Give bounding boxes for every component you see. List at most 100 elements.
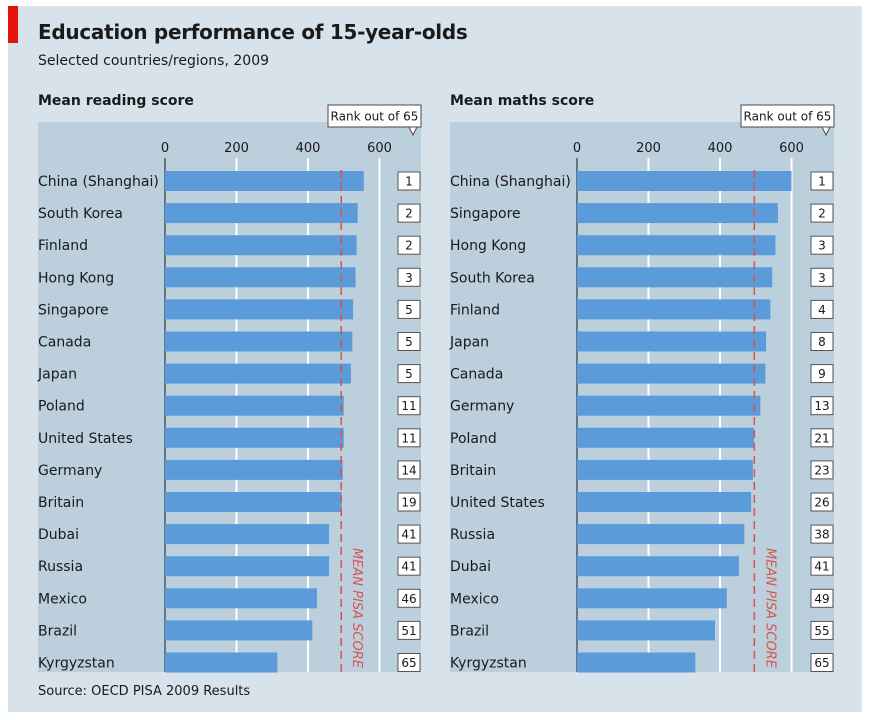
bar: [577, 524, 745, 545]
rank-box: [397, 492, 421, 512]
bar: [577, 171, 792, 191]
rank-value: 19: [401, 496, 416, 510]
rank-value: 5: [405, 303, 413, 317]
rank-value: 5: [405, 367, 413, 381]
x-tick-label: 600: [779, 141, 804, 156]
bar: [165, 459, 343, 480]
bar: [577, 331, 767, 352]
rank-value: 49: [814, 592, 829, 606]
mean-label: MEAN PISA SCORE: [349, 548, 364, 669]
rank-box: [397, 620, 421, 640]
rank-box: [397, 396, 421, 416]
rank-box: [810, 428, 834, 448]
rank-box: [397, 171, 421, 191]
source-note: Source: OECD PISA 2009 Results: [38, 684, 251, 699]
rank-legend-label: Rank out of 65: [331, 110, 419, 124]
rank-box: [810, 364, 834, 384]
rank-value: 51: [401, 624, 416, 638]
rank-box: [397, 332, 421, 351]
category-label: Brazil: [38, 623, 77, 639]
bar: [577, 235, 776, 256]
rank-value: 2: [405, 239, 413, 253]
category-label: Hong Kong: [38, 270, 114, 286]
rank-value: 1: [405, 175, 413, 189]
rank-box: [810, 267, 834, 287]
bar: [577, 267, 773, 288]
bar: [165, 395, 344, 416]
rank-box: [810, 332, 834, 351]
bar: [165, 171, 364, 191]
panel-title: Mean maths score: [450, 93, 594, 109]
x-tick-label: 600: [367, 141, 392, 156]
category-label: China (Shanghai): [38, 174, 159, 190]
rank-value: 23: [814, 463, 829, 477]
bar: [577, 459, 753, 480]
rank-value: 38: [814, 528, 829, 542]
category-label: Japan: [449, 335, 489, 351]
category-label: United States: [450, 495, 545, 511]
rank-box: [810, 460, 834, 480]
rank-value: 26: [814, 496, 829, 510]
category-label: Finland: [38, 238, 88, 254]
category-label: Finland: [450, 302, 500, 318]
bar: [165, 331, 353, 352]
rank-box: [397, 364, 421, 384]
rank-box: [397, 235, 421, 255]
rank-value: 41: [401, 528, 416, 542]
category-label: Britain: [450, 463, 496, 479]
rank-value: 2: [405, 207, 413, 221]
bar: [577, 652, 696, 673]
bar: [165, 652, 278, 673]
x-tick-label: 200: [636, 141, 661, 156]
rank-box: [810, 620, 834, 640]
rank-value: 5: [405, 335, 413, 349]
x-tick-label: 0: [573, 141, 581, 156]
rank-value: 3: [818, 239, 826, 253]
bar: [577, 395, 761, 416]
bar: [577, 299, 771, 320]
rank-box: [810, 653, 834, 672]
chart-subtitle: Selected countries/regions, 2009: [38, 53, 270, 69]
bar: [165, 203, 358, 224]
rank-box: [397, 556, 421, 576]
rank-box: [810, 556, 834, 576]
rank-value: 8: [818, 335, 826, 349]
panel-title: Mean reading score: [38, 93, 194, 109]
bar: [165, 235, 357, 256]
category-label: Singapore: [38, 302, 109, 318]
rank-box: [810, 524, 834, 544]
rank-value: 65: [401, 656, 416, 670]
rank-box: [397, 653, 421, 672]
category-label: Poland: [450, 431, 497, 447]
category-label: South Korea: [450, 270, 535, 286]
rank-box: [810, 492, 834, 512]
mean-label: MEAN PISA SCORE: [762, 548, 777, 669]
rank-box: [397, 267, 421, 287]
rank-value: 1: [818, 175, 826, 189]
category-label: Mexico: [38, 591, 87, 607]
x-tick-label: 0: [161, 141, 169, 156]
category-label: Japan: [37, 367, 77, 383]
category-label: Dubai: [450, 559, 491, 575]
rank-box: [810, 171, 834, 191]
rank-value: 3: [405, 271, 413, 285]
rank-value: 9: [818, 367, 826, 381]
bar: [165, 363, 351, 384]
bar: [577, 363, 766, 384]
rank-value: 11: [401, 431, 416, 445]
category-label: Mexico: [450, 591, 499, 607]
category-label: Kyrgyzstan: [450, 656, 527, 672]
category-label: Brazil: [450, 623, 489, 639]
rank-value: 46: [401, 592, 416, 606]
rank-legend-box: [327, 104, 422, 128]
bar: [577, 556, 739, 577]
rank-value: 14: [401, 463, 416, 477]
category-label: Singapore: [450, 206, 521, 222]
rank-box: [397, 203, 421, 223]
rank-value: 3: [818, 271, 826, 285]
rank-legend-pointer: [821, 126, 831, 137]
x-tick-label: 400: [708, 141, 733, 156]
rank-box: [397, 299, 421, 319]
rank-box: [397, 428, 421, 448]
